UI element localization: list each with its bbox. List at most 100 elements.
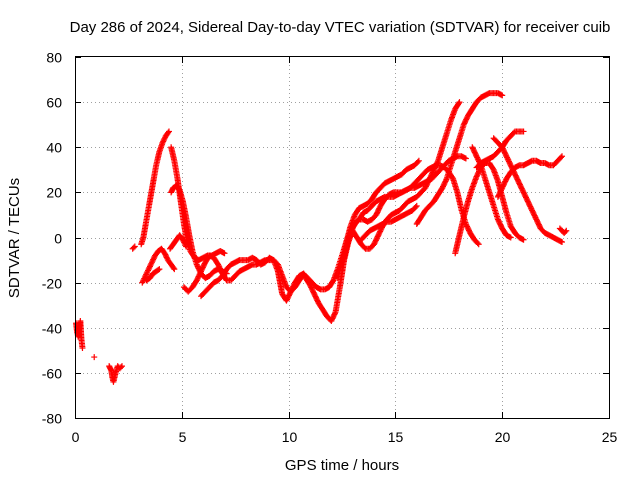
data-point bbox=[161, 135, 168, 142]
data-point bbox=[221, 250, 228, 257]
series-sat-e bbox=[138, 128, 172, 248]
series-sat-q bbox=[413, 90, 506, 227]
data-point bbox=[415, 157, 422, 164]
data-point bbox=[456, 99, 463, 106]
series-sat-v bbox=[494, 153, 566, 200]
data-point bbox=[507, 234, 514, 241]
data-point bbox=[434, 159, 441, 166]
y-tick-label: -20 bbox=[42, 276, 62, 292]
data-point bbox=[155, 266, 162, 273]
data-point bbox=[147, 262, 154, 269]
series-sat-f bbox=[168, 144, 228, 264]
series-sat-r bbox=[452, 160, 527, 257]
y-tick-label: 80 bbox=[46, 50, 62, 66]
data-point bbox=[562, 228, 569, 235]
data-point bbox=[449, 174, 456, 181]
series-sat-u bbox=[490, 135, 566, 246]
y-tick-label: 60 bbox=[46, 95, 62, 111]
data-point bbox=[156, 266, 163, 273]
data-point bbox=[162, 251, 169, 258]
data-point bbox=[139, 279, 146, 286]
x-axis-ticks: 0 5 10 15 20 25 bbox=[72, 57, 618, 445]
x-tick-label: 25 bbox=[602, 429, 618, 445]
data-point bbox=[130, 244, 137, 251]
series-sat-o bbox=[339, 153, 469, 273]
y-axis-ticks: -80 -60 -40 -20 0 20 40 60 80 bbox=[42, 50, 609, 427]
data-point bbox=[148, 260, 155, 267]
data-point bbox=[520, 236, 527, 243]
x-tick-label: 10 bbox=[282, 429, 298, 445]
data-point bbox=[118, 363, 125, 370]
data-point bbox=[165, 129, 172, 136]
x-tick-label: 0 bbox=[72, 429, 80, 445]
x-tick-label: 15 bbox=[388, 429, 404, 445]
data-point bbox=[150, 255, 157, 262]
y-tick-label: -60 bbox=[42, 366, 62, 382]
y-tick-label: -80 bbox=[42, 411, 62, 427]
data-point bbox=[131, 243, 138, 250]
data-point bbox=[474, 240, 481, 247]
data-point bbox=[161, 250, 168, 257]
series-sat-c bbox=[106, 363, 125, 385]
data-point bbox=[181, 240, 188, 247]
data-point bbox=[149, 257, 156, 264]
data-point bbox=[142, 272, 149, 279]
data-point bbox=[559, 239, 566, 246]
data-point bbox=[412, 204, 419, 211]
data-series bbox=[73, 90, 570, 385]
data-point bbox=[455, 100, 462, 107]
data-point bbox=[414, 158, 421, 165]
series-sat-a bbox=[73, 317, 86, 352]
plot-frame bbox=[75, 56, 610, 419]
data-point bbox=[144, 268, 151, 275]
data-point bbox=[181, 239, 188, 246]
series-sat-h bbox=[139, 245, 178, 286]
data-point bbox=[145, 267, 152, 274]
series-sat-i bbox=[143, 266, 163, 284]
data-point bbox=[159, 139, 166, 146]
x-tick-label: 5 bbox=[179, 429, 187, 445]
data-point bbox=[180, 238, 187, 245]
data-point bbox=[143, 271, 150, 278]
data-point bbox=[160, 138, 167, 145]
y-tick-label: -40 bbox=[42, 321, 62, 337]
data-point bbox=[559, 153, 566, 160]
data-point bbox=[139, 278, 146, 285]
data-point bbox=[79, 345, 86, 352]
data-point bbox=[499, 92, 506, 99]
series-sat-t bbox=[473, 128, 527, 171]
y-tick-label: 40 bbox=[46, 140, 62, 156]
data-point bbox=[331, 310, 338, 317]
data-point bbox=[165, 128, 172, 135]
series-sat-d bbox=[129, 243, 138, 252]
data-point bbox=[163, 254, 170, 261]
data-point bbox=[170, 264, 177, 271]
data-point bbox=[148, 259, 155, 266]
data-point bbox=[183, 243, 190, 250]
data-point bbox=[143, 270, 150, 277]
data-point bbox=[145, 266, 152, 273]
series-sat-j bbox=[167, 232, 190, 252]
data-point bbox=[462, 155, 469, 162]
data-point bbox=[146, 264, 153, 271]
y-axis-label: SDTVAR / TECUs bbox=[6, 178, 23, 298]
data-point bbox=[182, 242, 189, 249]
data-point bbox=[179, 236, 186, 243]
data-point bbox=[443, 177, 450, 184]
data-point bbox=[520, 128, 527, 135]
x-axis-label: GPS time / hours bbox=[285, 457, 399, 474]
data-point bbox=[557, 154, 564, 161]
y-tick-label: 0 bbox=[54, 231, 62, 247]
data-point bbox=[563, 227, 570, 234]
series-sat-w bbox=[556, 225, 570, 236]
grid-lines bbox=[75, 57, 609, 418]
data-point bbox=[150, 256, 157, 263]
x-tick-label: 20 bbox=[495, 429, 511, 445]
data-point bbox=[91, 354, 98, 361]
y-tick-label: 20 bbox=[46, 185, 62, 201]
data-point bbox=[146, 263, 153, 270]
data-point bbox=[160, 137, 167, 144]
data-point bbox=[162, 253, 169, 260]
data-point bbox=[413, 202, 420, 209]
